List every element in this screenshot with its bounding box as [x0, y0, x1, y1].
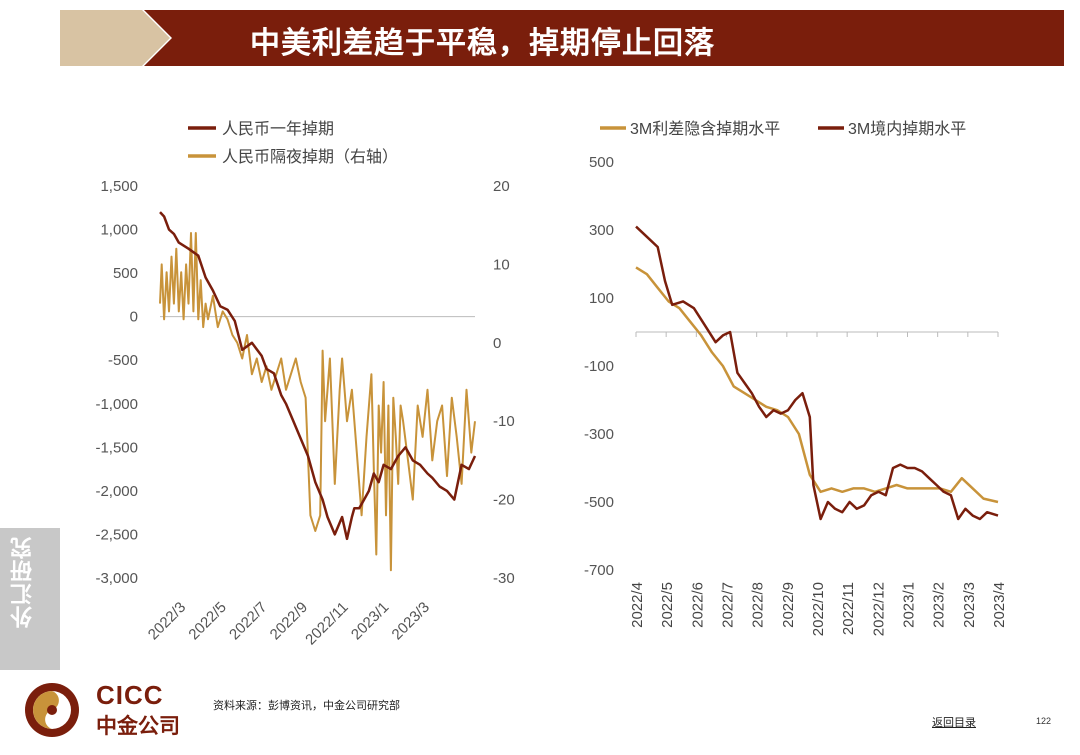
y-tick-label: -100 — [584, 358, 614, 375]
x-tick-label: 2023/2 — [931, 582, 948, 628]
x-tick-label: 2022/7 — [226, 599, 270, 643]
x-tick-label: 2022/11 — [302, 599, 352, 649]
x-tick-label: 2022/5 — [185, 599, 229, 643]
source-note: 资料来源：彭博资讯，中金公司研究部 — [213, 699, 400, 712]
y-right-tick-label: 10 — [493, 256, 510, 273]
legend-label: 3M境内掉期水平 — [848, 119, 966, 138]
y-left-tick-label: 1,000 — [100, 222, 138, 239]
x-tick-label: 2022/7 — [720, 582, 737, 628]
x-tick-label: 2022/11 — [840, 582, 857, 635]
legend-label: 人民币隔夜掉期（右轴） — [222, 148, 398, 166]
y-left-tick-label: -3,000 — [95, 570, 138, 587]
y-right-tick-label: -30 — [493, 570, 515, 587]
y-tick-label: 300 — [589, 222, 614, 239]
y-left-tick-label: 0 — [130, 309, 138, 326]
page-title: 中美利差趋于平稳，掉期停止回落 — [250, 26, 715, 61]
x-tick-label: 2023/1 — [348, 599, 392, 643]
x-tick-label: 2023/3 — [389, 599, 433, 643]
x-tick-label: 2022/5 — [659, 582, 676, 628]
x-tick-label: 2023/3 — [961, 582, 978, 628]
x-tick-label: 2022/9 — [780, 582, 797, 628]
y-left-tick-label: 1,500 — [100, 178, 138, 195]
x-tick-label: 2022/6 — [689, 582, 706, 628]
legend-label: 人民币一年掉期 — [222, 120, 334, 138]
y-left-tick-label: -500 — [108, 352, 138, 369]
y-left-tick-label: -1,500 — [95, 439, 138, 456]
y-left-tick-label: -2,500 — [95, 526, 138, 543]
y-left-tick-label: -1,000 — [95, 396, 138, 413]
y-right-tick-label: 0 — [493, 335, 501, 352]
y-right-tick-label: -20 — [493, 492, 515, 509]
x-tick-label: 2022/3 — [145, 599, 189, 643]
logo-text-en: CICC — [96, 680, 164, 710]
title-bar: 中美利差趋于平稳，掉期停止回落 — [60, 10, 1064, 66]
series-line — [635, 266, 999, 504]
y-left-tick-label: 500 — [113, 265, 138, 282]
series-line — [635, 225, 999, 521]
legend-label: 3M利差隐含掉期水平 — [630, 120, 780, 138]
x-tick-label: 2022/4 — [629, 582, 646, 628]
cicc-logo-mark-icon — [25, 683, 79, 737]
y-right-tick-label: -10 — [493, 413, 515, 430]
logo-text-cn: 中金公司 — [96, 714, 180, 738]
series-line — [159, 211, 477, 541]
y-tick-label: -300 — [584, 426, 614, 443]
y-tick-label: -700 — [584, 562, 614, 579]
x-tick-label: 2022/10 — [810, 582, 827, 636]
back-to-contents-link[interactable]: 返回目录 — [932, 716, 976, 729]
x-tick-label: 2023/4 — [991, 582, 1008, 628]
y-tick-label: 500 — [589, 154, 614, 171]
side-section-label: 外汇研究 — [11, 536, 36, 628]
y-tick-label: -500 — [584, 494, 614, 511]
x-tick-label: 2023/1 — [901, 582, 918, 628]
x-tick-label: 2022/8 — [750, 582, 767, 628]
cicc-logo: CICC 中金公司 — [20, 680, 200, 740]
chart-right: 2022/4 2022/5 2022/6 2022/7 2022/8 2022/9 2022… — [584, 119, 1008, 636]
page-number: 122 — [1036, 716, 1052, 726]
side-section-tab: 外汇研究 — [0, 528, 60, 670]
y-tick-label: 100 — [589, 290, 614, 307]
y-left-tick-label: -2,000 — [95, 483, 138, 500]
chart-left: 1,500 1,000 500 0 -500 -1,000 -1,500 -2,000 -2,5… — [95, 120, 515, 649]
x-tick-label: 2022/12 — [870, 582, 887, 636]
series-line — [159, 232, 476, 572]
y-right-tick-label: 20 — [493, 178, 510, 195]
title-banner-shape — [60, 10, 1064, 66]
